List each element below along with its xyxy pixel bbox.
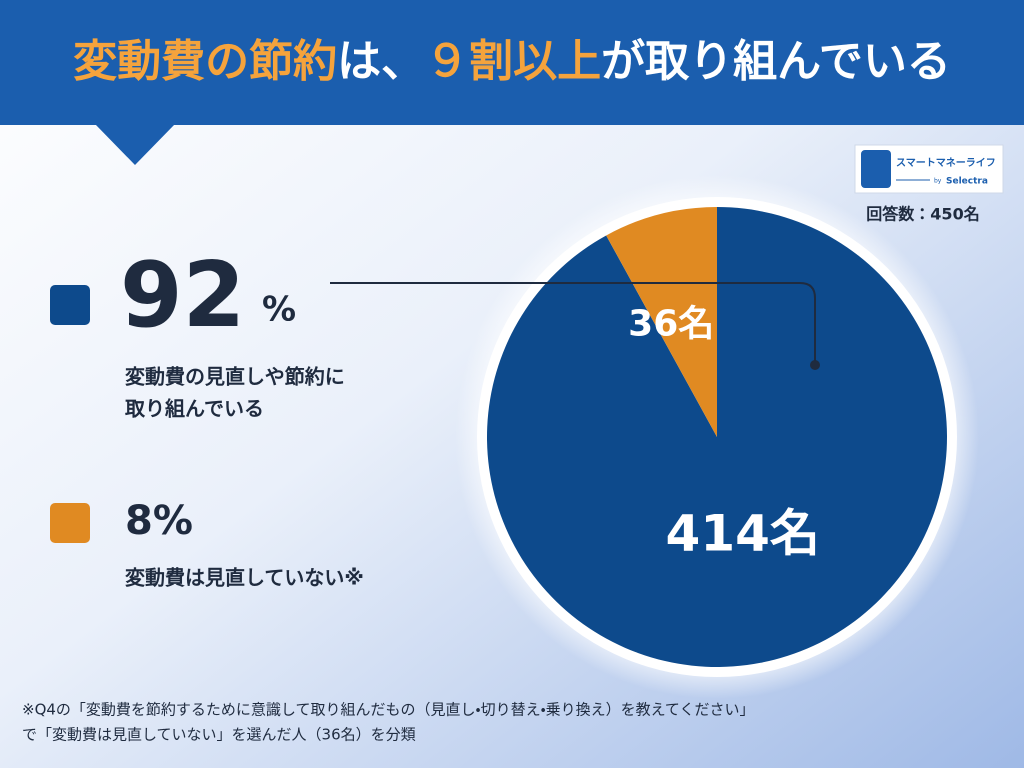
title-part: 変動費の節約 (73, 36, 337, 87)
legend-unit: % (262, 290, 296, 330)
legend-swatch (50, 503, 90, 543)
title-part: は、 (337, 36, 425, 87)
logo-brand: Selectra (946, 177, 988, 187)
slice-label: 414名 (666, 505, 820, 563)
chart-title: 変動費の節約は、９割以上が取り組んでいる (73, 36, 951, 87)
legend-label: 取り組んでいる (125, 397, 264, 421)
pie-slice (606, 207, 717, 437)
logo: スマートマネーライフ by Selectra (854, 144, 1004, 194)
legend-percent: 8% (125, 498, 193, 544)
legend-label: 変動費の見直しや節約に (125, 365, 345, 389)
legend-percent: 92 (120, 243, 245, 348)
slice-label: 36名 (628, 304, 714, 345)
leader-dot (810, 360, 820, 370)
footnote-line: で「変動費は見直していない」を選んだ人（36名）を分類 (22, 726, 416, 744)
header-band (0, 0, 1024, 125)
respondents: 回答数：450名 (866, 205, 979, 224)
legend-swatch (50, 285, 90, 325)
header-pointer (95, 124, 175, 165)
logo-by: by (934, 178, 942, 185)
title-part: ９割以上 (425, 36, 601, 87)
logo-icon (861, 150, 891, 188)
logo-name: スマートマネーライフ (896, 157, 996, 169)
pie: 414名 36名 (487, 207, 947, 667)
leader-line (330, 282, 816, 365)
title-part: が取り組んでいる (601, 36, 951, 87)
legend-label: 変動費は見直していない※ (125, 566, 364, 590)
footnote-line: ※Q4の「変動費を節約するために意識して取り組んだもの（見直し・切り替え・乗り換… (22, 701, 754, 719)
